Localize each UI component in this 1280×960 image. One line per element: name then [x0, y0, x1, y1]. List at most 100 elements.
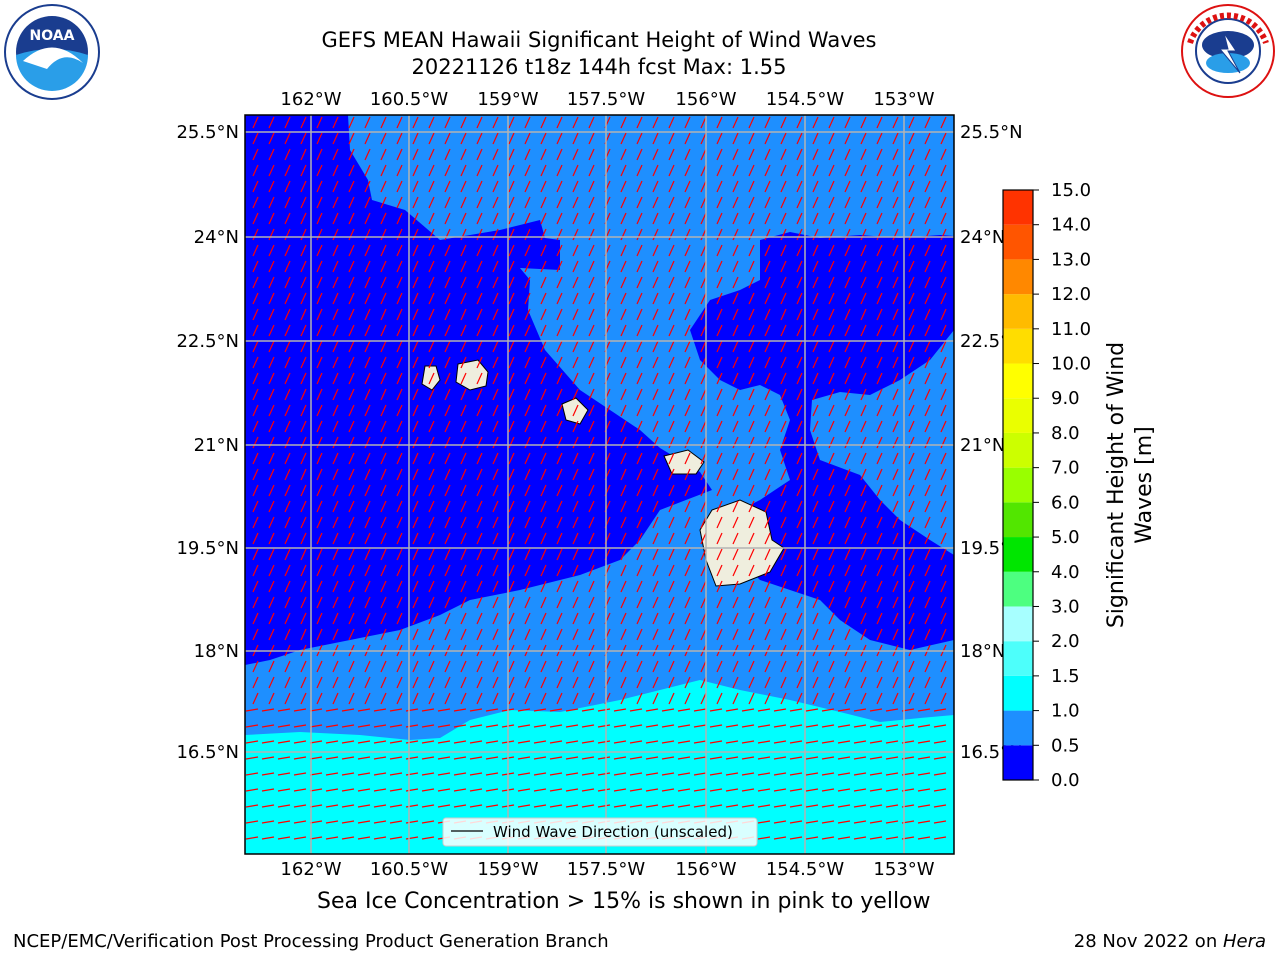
wind-arrow: [444, 628, 451, 641]
wind-arrow: [252, 116, 259, 129]
wind-arrow: [780, 564, 787, 577]
wind-arrow: [421, 756, 435, 760]
wind-arrow: [773, 756, 787, 760]
wind-arrow: [373, 804, 387, 808]
wind-arrow: [373, 708, 387, 712]
wind-arrow: [476, 548, 483, 561]
wind-arrow: [597, 804, 611, 808]
wind-arrow: [300, 484, 307, 497]
wind-arrow: [828, 148, 835, 161]
wind-arrow: [357, 724, 371, 728]
wind-arrow: [741, 804, 755, 808]
wind-arrow: [540, 628, 547, 641]
wind-arrow: [572, 484, 579, 497]
wind-arrow: [332, 628, 339, 641]
wind-arrow: [348, 404, 355, 417]
wind-arrow: [460, 532, 467, 545]
wind-arrow: [652, 164, 659, 177]
wind-arrow: [309, 804, 323, 808]
wind-arrow: [469, 772, 483, 776]
wind-arrow: [652, 340, 659, 353]
wind-arrow: [460, 596, 467, 609]
wind-arrow: [348, 356, 355, 369]
wind-arrow: [668, 116, 675, 129]
lon-tick-label: 156°W: [675, 89, 736, 110]
wind-arrow: [556, 548, 563, 561]
wind-arrow: [700, 116, 707, 129]
wind-arrow: [492, 292, 499, 305]
wind-arrow: [828, 420, 835, 433]
wind-arrow: [396, 276, 403, 289]
wind-arrow: [636, 612, 643, 625]
wind-arrow: [380, 596, 387, 609]
wind-arrow: [933, 708, 947, 712]
wind-arrow: [684, 692, 691, 705]
wind-arrow: [725, 740, 739, 744]
wind-arrow: [892, 436, 899, 449]
wind-arrow: [860, 388, 867, 401]
wind-arrow: [828, 212, 835, 225]
wind-arrow: [540, 436, 547, 449]
wind-arrow: [428, 292, 435, 305]
wind-arrow: [268, 244, 275, 257]
wind-arrow: [748, 180, 755, 193]
wind-arrow: [293, 740, 307, 744]
wind-arrow: [636, 676, 643, 689]
wind-arrow: [252, 532, 259, 545]
wind-arrow: [284, 676, 291, 689]
wind-arrow: [796, 676, 803, 689]
wind-arrow: [268, 436, 275, 449]
colorbar-tick-label: 3.0: [1051, 596, 1080, 617]
wind-arrow: [252, 340, 259, 353]
wind-arrow: [492, 436, 499, 449]
lon-tick-label: 153°W: [873, 89, 934, 110]
wind-arrow: [261, 708, 275, 712]
wind-arrow: [860, 628, 867, 641]
wind-arrow: [556, 420, 563, 433]
wind-arrow: [268, 356, 275, 369]
wind-arrow: [540, 532, 547, 545]
wind-arrow: [821, 756, 835, 760]
wind-arrow: [300, 452, 307, 465]
wind-arrow: [837, 724, 851, 728]
wind-arrow: [396, 116, 403, 129]
wind-arrow: [668, 548, 675, 561]
wind-arrow: [908, 212, 915, 225]
wind-arrow: [620, 212, 627, 225]
wind-arrow: [252, 148, 259, 161]
wind-arrow: [316, 180, 323, 193]
wind-arrow: [636, 340, 643, 353]
wind-arrow: [524, 596, 531, 609]
wind-arrow: [508, 532, 515, 545]
wind-arrow: [725, 724, 739, 728]
wind-arrow: [332, 532, 339, 545]
wind-arrow: [764, 260, 771, 273]
wind-arrow: [828, 452, 835, 465]
wind-arrow: [380, 308, 387, 321]
wind-arrow: [460, 564, 467, 577]
wind-arrow: [396, 388, 403, 401]
wind-arrow: [565, 708, 579, 712]
wind-arrow: [853, 820, 867, 824]
wind-arrow: [524, 180, 531, 193]
wind-arrow: [716, 228, 723, 241]
wind-arrow: [572, 116, 579, 129]
wind-arrow: [620, 356, 627, 369]
wind-arrow: [908, 356, 915, 369]
wind-arrow: [412, 148, 419, 161]
wind-arrow: [396, 660, 403, 673]
legend-label: Wind Wave Direction (unscaled): [493, 823, 733, 841]
wind-arrow: [780, 676, 787, 689]
wind-arrow: [636, 420, 643, 433]
wind-arrow: [492, 388, 499, 401]
wind-arrow: [860, 452, 867, 465]
wind-arrow: [844, 548, 851, 561]
wind-arrow: [332, 180, 339, 193]
wind-arrow: [716, 212, 723, 225]
wind-arrow: [284, 212, 291, 225]
wind-arrow: [549, 804, 563, 808]
wind-arrow: [613, 740, 627, 744]
wind-arrow: [380, 372, 387, 385]
wind-arrow: [524, 324, 531, 337]
wind-arrow: [764, 420, 771, 433]
